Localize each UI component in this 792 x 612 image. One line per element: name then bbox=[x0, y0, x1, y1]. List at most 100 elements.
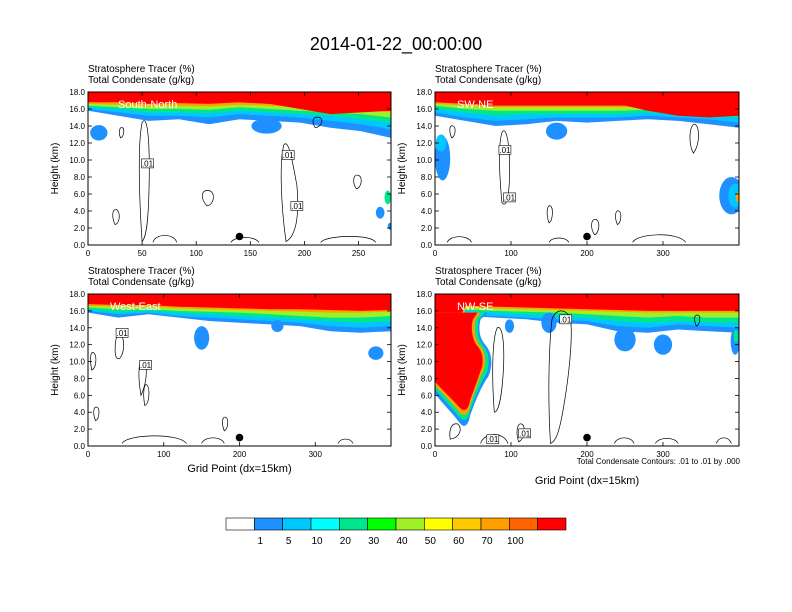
tracer-intrusion bbox=[435, 312, 483, 410]
contour-line bbox=[138, 120, 150, 243]
tracer-blob bbox=[368, 346, 384, 360]
colorbar: 1 5 10 20 30 40 50 60 70 100 bbox=[225, 517, 567, 547]
contour-line bbox=[655, 438, 679, 444]
y-tick-label: 16.0 bbox=[69, 307, 85, 316]
y-tick-label: 4.0 bbox=[74, 408, 86, 417]
y-tick-label: 18.0 bbox=[416, 88, 432, 97]
region-label: SW-NE bbox=[457, 99, 493, 111]
contour-label-box bbox=[115, 328, 129, 338]
contour-label: .01 bbox=[487, 435, 499, 444]
y-tick-label: 14.0 bbox=[69, 324, 85, 333]
x-tick-label: 0 bbox=[433, 249, 438, 258]
contour-label-box bbox=[139, 360, 152, 370]
colorbar-swatch bbox=[254, 517, 283, 531]
contour-note: Total Condensate Contours: .01 to .01 by… bbox=[577, 457, 741, 466]
contour-line bbox=[715, 437, 732, 444]
y-tick-label: 10.0 bbox=[69, 358, 85, 367]
location-marker bbox=[235, 232, 244, 241]
x-tick-label: 100 bbox=[157, 450, 171, 459]
contour-line bbox=[449, 125, 456, 139]
y-tick-label: 14.0 bbox=[416, 324, 432, 333]
panel-west-east: .01 .01 0.0 2.0 4.0 6.0 8.0 10.0 12.0 14.0 16.0 18.… bbox=[50, 266, 392, 475]
panel-sw-ne: .01 .01 0.0 2.0 4.0 6.0 8.0 10.0 12.0 14.0 16.0 18.… bbox=[397, 64, 740, 258]
y-axis-label: Height (km) bbox=[50, 143, 61, 195]
panel-label-tracer: Stratosphere Tracer (%) bbox=[435, 266, 542, 277]
contour-line bbox=[312, 116, 323, 129]
y-tick-label: 8.0 bbox=[421, 173, 433, 182]
y-tick-label: 0.0 bbox=[421, 241, 433, 250]
panel-label-condensate: Total Condensate (g/kg) bbox=[88, 277, 194, 288]
tracer-blob bbox=[728, 183, 739, 208]
tracer-blob bbox=[735, 192, 739, 203]
contour-line bbox=[546, 205, 553, 224]
contour-label: .01 bbox=[519, 429, 531, 438]
contour-label: .01 bbox=[291, 202, 303, 211]
colorbar-label: 5 bbox=[286, 536, 292, 547]
tracer-blob bbox=[251, 118, 282, 134]
colorbar-label: 10 bbox=[311, 536, 323, 547]
colorbar-swatch bbox=[282, 517, 312, 531]
x-tick-label: 300 bbox=[656, 450, 670, 459]
contour-line bbox=[694, 314, 701, 327]
colorbar-label: 60 bbox=[453, 536, 465, 547]
contour-label-box bbox=[498, 145, 512, 155]
contour-label: .01 bbox=[560, 315, 572, 324]
contour-line bbox=[548, 237, 570, 243]
contour-line bbox=[114, 328, 124, 359]
y-tick-label: 2.0 bbox=[421, 224, 433, 233]
contour-line bbox=[689, 123, 699, 154]
contour-line bbox=[112, 208, 120, 226]
contour-label-box bbox=[486, 434, 500, 445]
colorbar-label: 30 bbox=[368, 536, 380, 547]
x-tick-label: 0 bbox=[86, 249, 91, 258]
contour-line bbox=[93, 406, 100, 422]
x-tick-label: 100 bbox=[504, 249, 518, 258]
colorbar-swatch bbox=[310, 517, 340, 531]
tracer-blob bbox=[384, 190, 391, 205]
tracer-blob bbox=[733, 329, 739, 343]
tracer-blob bbox=[614, 327, 636, 352]
y-tick-label: 0.0 bbox=[421, 442, 433, 451]
colorbar-swatch bbox=[339, 517, 368, 531]
shaded-field bbox=[435, 294, 739, 426]
x-tick-label: 200 bbox=[233, 450, 247, 459]
y-tick-label: 2.0 bbox=[74, 224, 86, 233]
location-marker bbox=[583, 232, 591, 241]
contour-line bbox=[230, 237, 260, 243]
colorbar-swatch bbox=[395, 517, 425, 531]
colorbar-swatch bbox=[509, 517, 538, 531]
y-tick-label: 18.0 bbox=[69, 88, 85, 97]
x-axis-label: Grid Point (dx=15km) bbox=[187, 463, 291, 475]
colorbar-label: 40 bbox=[396, 536, 408, 547]
contour-label-box bbox=[503, 192, 516, 203]
tracer-band bbox=[435, 92, 739, 118]
panel-nw-se: .01 .01 .01 0.0 2.0 4.0 6.0 8.0 10.0 12.0 14.0 16.0… bbox=[397, 266, 740, 487]
contour-label: .01 bbox=[504, 193, 516, 202]
contour-line bbox=[353, 174, 362, 190]
y-tick-label: 6.0 bbox=[74, 391, 86, 400]
y-tick-label: 10.0 bbox=[416, 156, 432, 165]
figure-title: 2014-01-22_00:00:00 bbox=[310, 34, 482, 55]
colorbar-swatch bbox=[452, 517, 482, 531]
panel-label-condensate: Total Condensate (g/kg) bbox=[435, 277, 541, 288]
contour-line bbox=[492, 327, 505, 413]
y-tick-label: 6.0 bbox=[74, 190, 86, 199]
y-tick-label: 12.0 bbox=[69, 341, 85, 350]
x-tick-label: 250 bbox=[352, 249, 366, 258]
contour-label: .01 bbox=[499, 146, 511, 155]
y-tick-label: 0.0 bbox=[74, 241, 86, 250]
y-axis-label: Height (km) bbox=[397, 344, 408, 396]
contour-label-box bbox=[141, 158, 154, 169]
location-marker bbox=[583, 433, 591, 442]
panel-label-tracer: Stratosphere Tracer (%) bbox=[88, 64, 195, 75]
y-tick-label: 16.0 bbox=[416, 307, 432, 316]
contour-label: .01 bbox=[142, 159, 154, 168]
y-axis-label: Height (km) bbox=[397, 143, 408, 195]
y-tick-label: 18.0 bbox=[69, 290, 85, 299]
contour-line bbox=[119, 127, 125, 139]
y-tick-label: 8.0 bbox=[74, 173, 86, 182]
contour-label-box bbox=[518, 428, 531, 439]
contour-label: .01 bbox=[283, 151, 295, 160]
region-label: South-North bbox=[118, 99, 177, 111]
contour-line bbox=[614, 437, 635, 444]
